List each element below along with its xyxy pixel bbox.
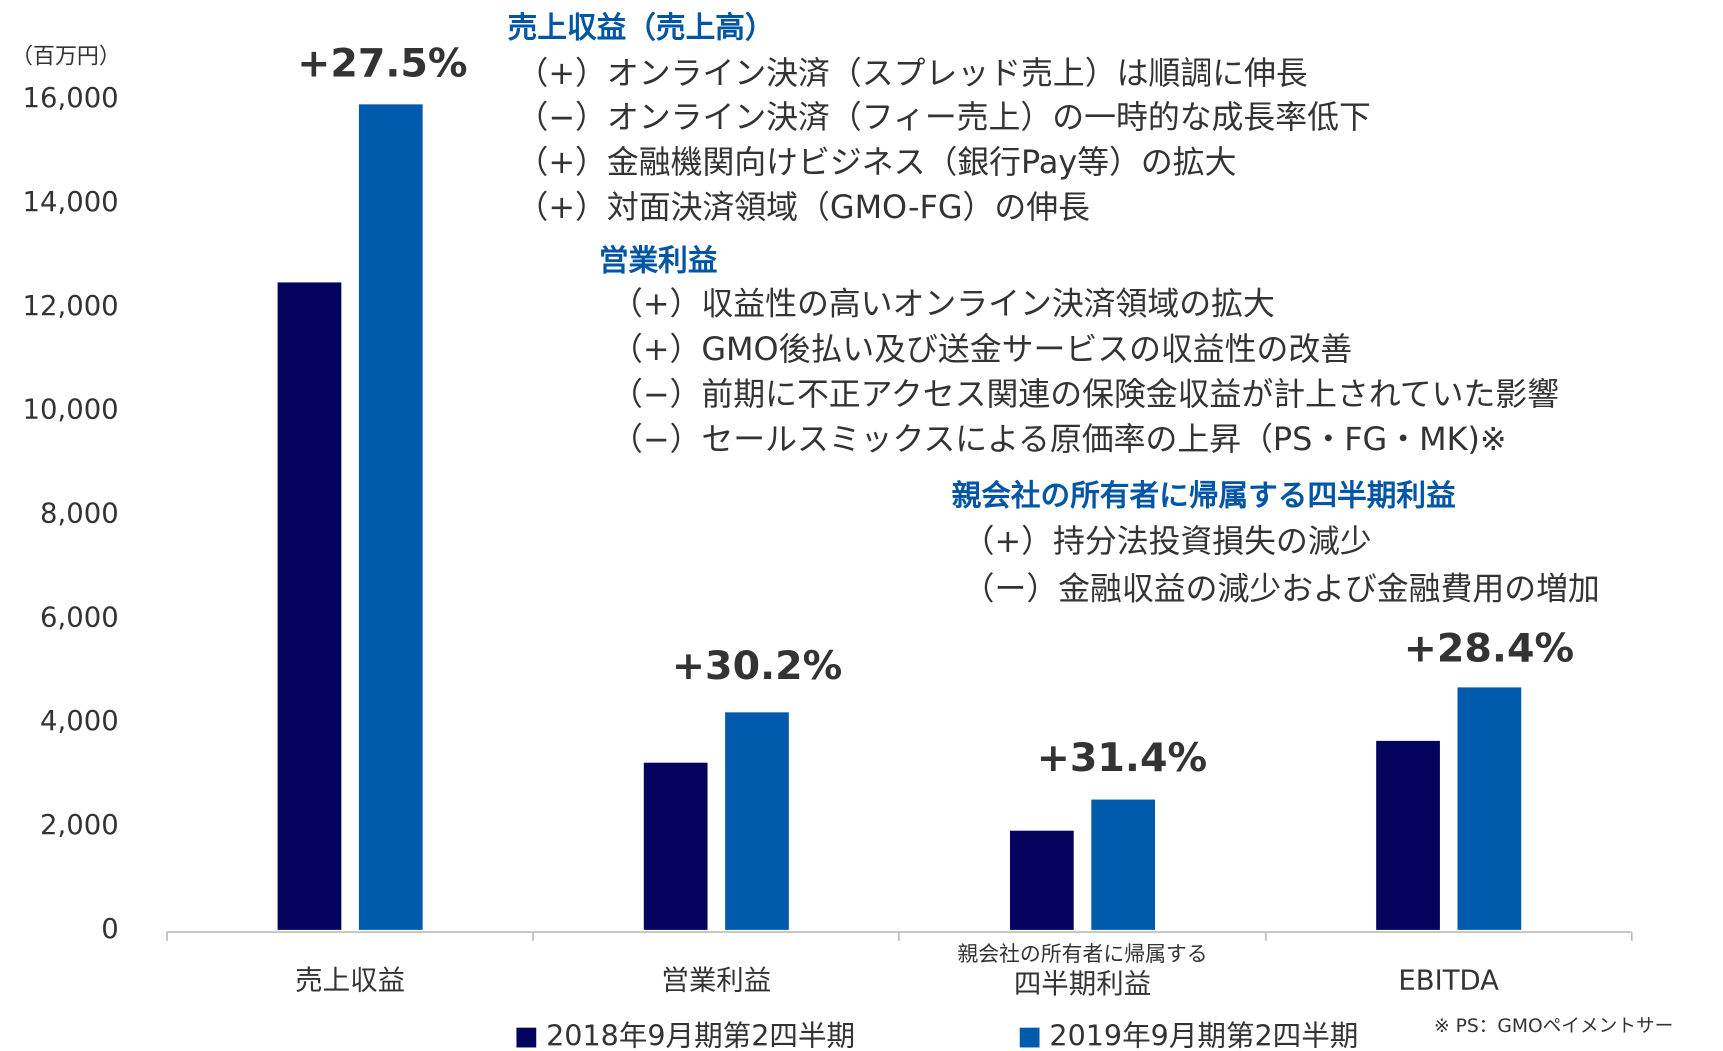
- bar: [1457, 687, 1522, 930]
- y-tick-label: 12,000: [23, 291, 119, 322]
- footnote: ※ PS：GMOペイメントサー: [1434, 1016, 1673, 1037]
- bar: [1009, 830, 1074, 930]
- y-tick-label: 14,000: [23, 187, 119, 218]
- legend-label: 2019年9月期第2四半期: [1049, 1019, 1358, 1051]
- bar: [1091, 799, 1156, 930]
- legend-swatch: [1019, 1027, 1040, 1048]
- x-tick-label: 営業利益: [661, 966, 771, 997]
- note-item: （+）オンライン決済（スプレッド売上）は順調に伸長: [516, 54, 1307, 92]
- y-tick-label: 0: [101, 914, 118, 945]
- bar: [643, 762, 708, 930]
- bar: [277, 282, 342, 930]
- note-item: （ー）金融収益の減少および金融費用の増加: [963, 569, 1600, 607]
- note-item: （−）セールスミックスによる原価率の上昇（PS・FG・MK)※: [611, 420, 1507, 458]
- x-tick-label: 四半期利益: [1014, 969, 1151, 1000]
- bar: [1376, 740, 1440, 930]
- note-item: （+）持分法投資損失の減少: [963, 522, 1372, 560]
- note-item: （+）GMO後払い及び送金サービスの収益性の改善: [611, 330, 1352, 368]
- note-heading: 親会社の所有者に帰属する四半期利益: [952, 477, 1456, 512]
- growth-label: +27.5%: [297, 41, 467, 87]
- note-heading: 売上収益（売上高）: [508, 9, 775, 44]
- bar: [725, 712, 789, 930]
- growth-label: +31.4%: [1037, 735, 1207, 781]
- note-item: （+）対面決済領域（GMO-FG）の伸長: [516, 188, 1090, 226]
- note-item: （−）オンライン決済（フィー売上）の一時的な成長率低下: [516, 98, 1370, 136]
- growth-label: +30.2%: [672, 643, 842, 689]
- note-item: （+）収益性の高いオンライン決済領域の拡大: [611, 285, 1275, 323]
- note-item: （−）前期に不正アクセス関連の保険金収益が計上されていた影響: [611, 375, 1559, 413]
- y-tick-label: 10,000: [23, 395, 119, 426]
- y-tick-label: 6,000: [40, 602, 119, 633]
- legend-swatch: [516, 1027, 537, 1048]
- x-axis-ticks: [166, 932, 1633, 941]
- bar: [358, 104, 423, 930]
- x-tick-label: 親会社の所有者に帰属する: [957, 942, 1207, 966]
- x-tick-label: 売上収益: [295, 966, 405, 997]
- note-item: （+）金融機関向けビジネス（銀行Pay等）の拡大: [516, 143, 1236, 181]
- y-tick-label: 16,000: [23, 83, 119, 114]
- note-heading: 営業利益: [599, 242, 718, 277]
- growth-label: +28.4%: [1404, 625, 1574, 671]
- y-tick-label: 4,000: [40, 706, 119, 737]
- x-tick-label: EBITDA: [1398, 966, 1499, 997]
- legend-label: 2018年9月期第2四半期: [546, 1019, 855, 1051]
- y-tick-label: 8,000: [40, 499, 119, 530]
- y-tick-label: 2,000: [40, 810, 119, 841]
- unit-label: （百万円）: [11, 44, 121, 69]
